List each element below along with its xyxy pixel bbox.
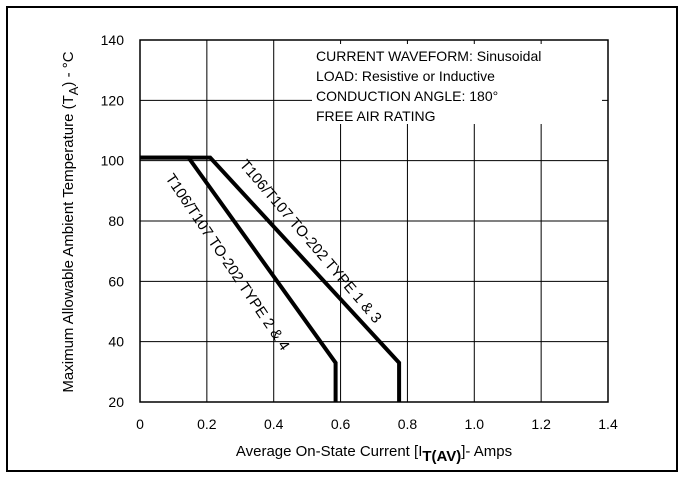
annotation-line: CURRENT WAVEFORM: Sinusoidal: [316, 48, 541, 64]
y-tick-label: 20: [108, 394, 124, 410]
x-axis-ticks: 0 0.2 0.4 0.6 0.8 1.0 1.2 1.4: [136, 416, 618, 432]
annotation-block: CURRENT WAVEFORM: Sinusoidal LOAD: Resist…: [312, 44, 602, 124]
x-tick-label: 1.0: [465, 416, 485, 432]
x-tick-label: 1.4: [598, 416, 618, 432]
y-tick-label: 120: [101, 92, 125, 108]
x-axis-label: Average On-State Current [IT(AV)]- Amps: [236, 443, 512, 465]
x-tick-label: 0.6: [331, 416, 351, 432]
x-tick-label: 0.4: [264, 416, 284, 432]
y-tick-label: 140: [101, 32, 125, 48]
x-tick-label: 0: [136, 416, 144, 432]
series: [140, 155, 402, 402]
y-tick-label: 60: [108, 273, 124, 289]
y-axis-label: Maximum Allowable Ambient Temperature (T…: [60, 51, 81, 392]
y-tick-label: 40: [108, 334, 124, 350]
y-tick-label: 100: [101, 153, 125, 169]
x-tick-label: 1.2: [531, 416, 551, 432]
annotation-background: [312, 44, 602, 124]
annotation-line: CONDUCTION ANGLE: 180°: [316, 88, 498, 104]
annotation-line: LOAD: Resistive or Inductive: [316, 68, 495, 84]
series-line-2: [140, 155, 338, 402]
chart-frame: [6, 6, 678, 472]
x-tick-label: 0.2: [197, 416, 217, 432]
x-tick-label: 0.8: [398, 416, 418, 432]
annotation-line: FREE AIR RATING: [316, 108, 436, 124]
y-axis-ticks: 20 40 60 80 100 120 140: [101, 32, 125, 410]
y-tick-label: 80: [108, 213, 124, 229]
plot-border: [139, 39, 609, 403]
